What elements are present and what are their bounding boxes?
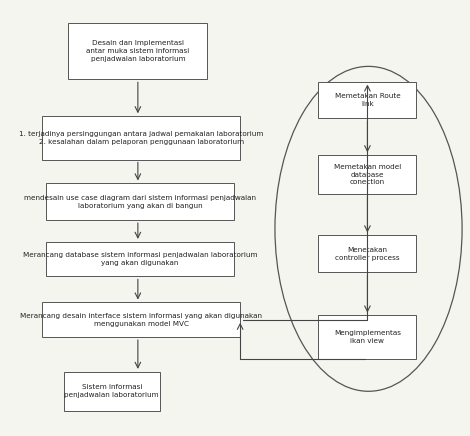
FancyBboxPatch shape: [319, 82, 416, 118]
Text: mendesain use case diagram dari sistem informasi penjadwalan
laboratorium yang a: mendesain use case diagram dari sistem i…: [24, 195, 256, 209]
FancyBboxPatch shape: [319, 155, 416, 194]
Text: Memetakan Route
link: Memetakan Route link: [335, 93, 400, 107]
Text: Merancang database sistem informasi penjadwalan laboratorium
yang akan digunakan: Merancang database sistem informasi penj…: [23, 252, 257, 266]
FancyBboxPatch shape: [47, 184, 234, 220]
Text: Menetakan
controller process: Menetakan controller process: [335, 247, 400, 261]
FancyBboxPatch shape: [42, 303, 240, 337]
Text: Sistem informasi
penjadwalan laboratorium: Sistem informasi penjadwalan laboratoriu…: [64, 385, 159, 398]
FancyBboxPatch shape: [319, 235, 416, 272]
Text: 1. terjadinya persinggungan antara jadwal pemakaian laboratorium
2. kesalahan da: 1. terjadinya persinggungan antara jadwa…: [19, 131, 263, 145]
FancyBboxPatch shape: [68, 23, 207, 79]
FancyBboxPatch shape: [47, 242, 234, 276]
Text: Mengimplementas
ikan view: Mengimplementas ikan view: [334, 330, 401, 344]
Text: Merancang desain interface sistem informasi yang akan digunakan
menggunakan mode: Merancang desain interface sistem inform…: [20, 313, 262, 327]
Text: Memetakan model
database
conection: Memetakan model database conection: [334, 164, 401, 185]
FancyBboxPatch shape: [42, 116, 240, 160]
Text: Desain dan Implementasi
antar muka sistem informasi
penjadwalan laboratorium: Desain dan Implementasi antar muka siste…: [86, 41, 189, 62]
FancyBboxPatch shape: [64, 372, 160, 411]
FancyBboxPatch shape: [319, 316, 416, 359]
